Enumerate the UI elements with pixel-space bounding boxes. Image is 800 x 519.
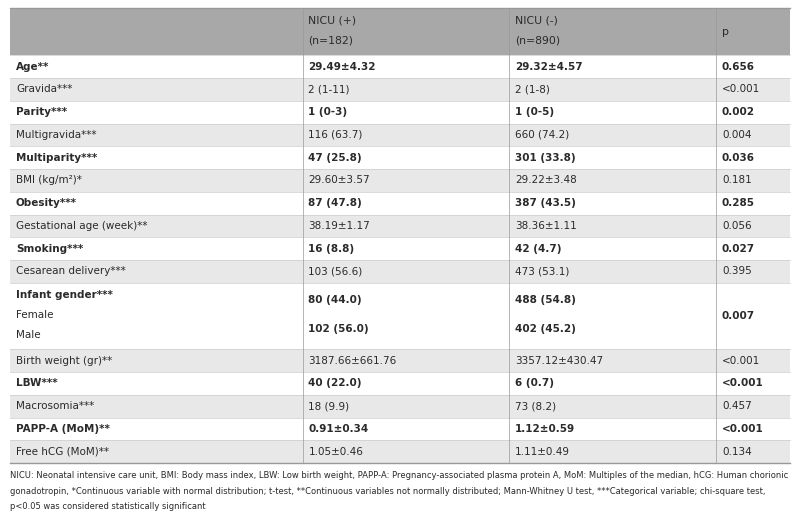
Text: 1.12±0.59: 1.12±0.59: [515, 424, 575, 434]
Text: 0.002: 0.002: [722, 107, 755, 117]
Bar: [10, 146, 790, 169]
Text: 38.36±1.11: 38.36±1.11: [515, 221, 577, 231]
Text: 488 (54.8): 488 (54.8): [515, 295, 576, 305]
Text: Smoking***: Smoking***: [16, 244, 83, 254]
Text: 38.19±1.17: 38.19±1.17: [309, 221, 370, 231]
Text: 3357.12±430.47: 3357.12±430.47: [515, 356, 603, 365]
Bar: [10, 440, 790, 463]
Text: (n=890): (n=890): [515, 36, 560, 46]
Bar: [10, 283, 790, 349]
Text: <0.001: <0.001: [722, 424, 764, 434]
Text: 18 (9.9): 18 (9.9): [309, 401, 350, 411]
Text: 73 (8.2): 73 (8.2): [515, 401, 556, 411]
Text: LBW***: LBW***: [16, 378, 58, 388]
Text: <0.001: <0.001: [722, 356, 760, 365]
Text: 402 (45.2): 402 (45.2): [515, 324, 576, 334]
Text: 1 (0-3): 1 (0-3): [309, 107, 348, 117]
Text: NICU (+): NICU (+): [309, 16, 357, 25]
Text: 87 (47.8): 87 (47.8): [309, 198, 362, 208]
Bar: [10, 260, 790, 283]
Text: 80 (44.0): 80 (44.0): [309, 295, 362, 305]
Text: Gestational age (week)**: Gestational age (week)**: [16, 221, 147, 231]
Bar: [10, 8, 790, 56]
Text: Infant gender***: Infant gender***: [16, 290, 113, 300]
Text: 16 (8.8): 16 (8.8): [309, 244, 354, 254]
Text: 2 (1-8): 2 (1-8): [515, 85, 550, 94]
Text: <0.001: <0.001: [722, 85, 760, 94]
Text: 0.007: 0.007: [722, 311, 755, 321]
Text: 0.036: 0.036: [722, 153, 755, 163]
Text: NICU: Neonatal intensive care unit, BMI: Body mass index, LBW: Low birth weight,: NICU: Neonatal intensive care unit, BMI:…: [10, 471, 788, 480]
Text: Macrosomia***: Macrosomia***: [16, 401, 94, 411]
Text: 6 (0.7): 6 (0.7): [515, 378, 554, 388]
Text: 0.181: 0.181: [722, 175, 752, 185]
Text: 660 (74.2): 660 (74.2): [515, 130, 570, 140]
Text: 29.32±4.57: 29.32±4.57: [515, 62, 583, 72]
Text: Free hCG (MoM)**: Free hCG (MoM)**: [16, 447, 109, 457]
Text: 42 (4.7): 42 (4.7): [515, 244, 562, 254]
Text: Parity***: Parity***: [16, 107, 67, 117]
Bar: [10, 237, 790, 260]
Text: 1 (0-5): 1 (0-5): [515, 107, 554, 117]
Bar: [10, 78, 790, 101]
Text: 40 (22.0): 40 (22.0): [309, 378, 362, 388]
Text: BMI (kg/m²)*: BMI (kg/m²)*: [16, 175, 82, 185]
Bar: [10, 395, 790, 417]
Bar: [10, 56, 790, 78]
Text: <0.001: <0.001: [722, 378, 764, 388]
Text: 29.22±3.48: 29.22±3.48: [515, 175, 577, 185]
Text: 0.457: 0.457: [722, 401, 752, 411]
Text: 0.656: 0.656: [722, 62, 755, 72]
Text: p<0.05 was considered statistically significant: p<0.05 was considered statistically sign…: [10, 502, 206, 511]
Text: 0.91±0.34: 0.91±0.34: [309, 424, 369, 434]
Text: 116 (63.7): 116 (63.7): [309, 130, 363, 140]
Text: 102 (56.0): 102 (56.0): [309, 324, 369, 334]
Text: 0.004: 0.004: [722, 130, 751, 140]
Text: 473 (53.1): 473 (53.1): [515, 266, 570, 277]
Text: 0.395: 0.395: [722, 266, 752, 277]
Text: 0.056: 0.056: [722, 221, 751, 231]
Bar: [10, 124, 790, 146]
Text: Multiparity***: Multiparity***: [16, 153, 98, 163]
Text: Age**: Age**: [16, 62, 50, 72]
Text: (n=182): (n=182): [309, 36, 354, 46]
Text: 301 (33.8): 301 (33.8): [515, 153, 576, 163]
Bar: [10, 101, 790, 124]
Text: 2 (1-11): 2 (1-11): [309, 85, 350, 94]
Text: p: p: [722, 26, 729, 37]
Text: 0.285: 0.285: [722, 198, 755, 208]
Text: 103 (56.6): 103 (56.6): [309, 266, 362, 277]
Text: gonadotropin, *Continuous variable with normal distribution; t-test, **Continuou: gonadotropin, *Continuous variable with …: [10, 486, 766, 496]
Bar: [10, 417, 790, 440]
Text: Male: Male: [16, 330, 41, 340]
Text: 47 (25.8): 47 (25.8): [309, 153, 362, 163]
Text: Birth weight (gr)**: Birth weight (gr)**: [16, 356, 112, 365]
Bar: [10, 169, 790, 192]
Bar: [10, 349, 790, 372]
Text: Female: Female: [16, 310, 54, 320]
Text: PAPP-A (MoM)**: PAPP-A (MoM)**: [16, 424, 110, 434]
Text: 1.11±0.49: 1.11±0.49: [515, 447, 570, 457]
Text: 0.027: 0.027: [722, 244, 755, 254]
Text: 1.05±0.46: 1.05±0.46: [309, 447, 363, 457]
Bar: [10, 372, 790, 395]
Text: 0.134: 0.134: [722, 447, 752, 457]
Text: 3187.66±661.76: 3187.66±661.76: [309, 356, 397, 365]
Text: 29.60±3.57: 29.60±3.57: [309, 175, 370, 185]
Bar: [10, 192, 790, 215]
Text: Multigravida***: Multigravida***: [16, 130, 97, 140]
Text: 29.49±4.32: 29.49±4.32: [309, 62, 376, 72]
Bar: [10, 215, 790, 237]
Text: 387 (43.5): 387 (43.5): [515, 198, 576, 208]
Text: Cesarean delivery***: Cesarean delivery***: [16, 266, 126, 277]
Text: NICU (-): NICU (-): [515, 16, 558, 25]
Text: Gravida***: Gravida***: [16, 85, 72, 94]
Text: Obesity***: Obesity***: [16, 198, 77, 208]
